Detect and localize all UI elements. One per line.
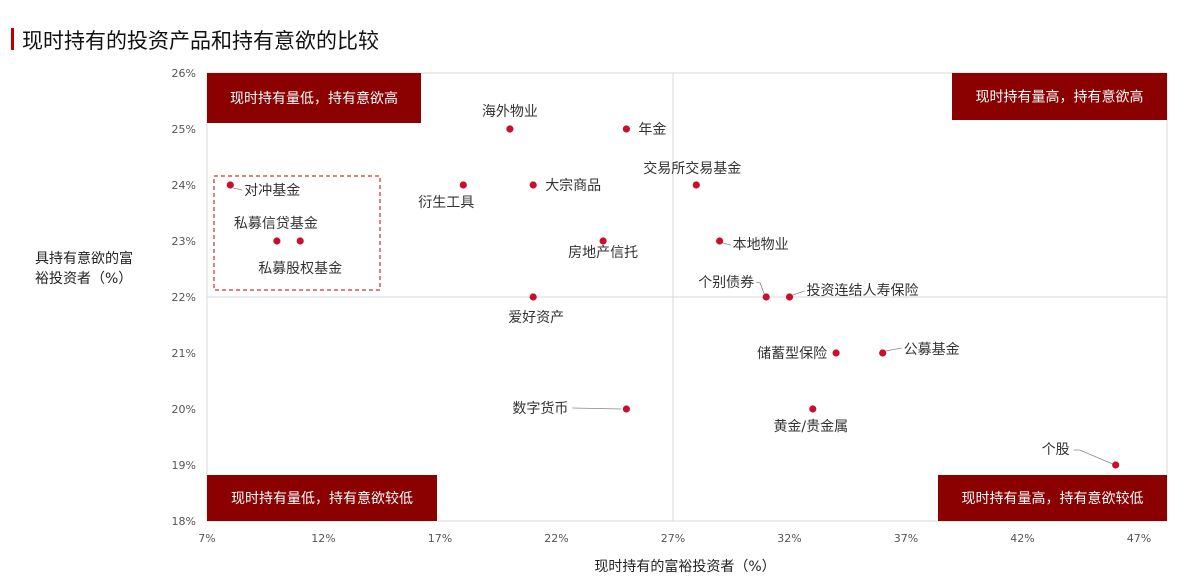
x-tick-label: 7% [198, 532, 215, 545]
data-label: 海外物业 [482, 104, 538, 120]
y-tick-label: 26% [172, 67, 196, 80]
quadrant-label-bottom-right: 现时持有量高，持有意欲较低 [962, 490, 1144, 507]
x-tick-label: 47% [1127, 532, 1151, 545]
quadrant-label-bottom-left: 现时持有量低，持有意欲较低 [231, 490, 413, 507]
y-tick-label: 22% [172, 291, 196, 304]
data-point [1112, 461, 1120, 469]
x-axis-title: 现时持有的富裕投资者（%） [594, 558, 775, 575]
leader-line [722, 242, 731, 246]
data-label: 爱好资产 [508, 310, 564, 326]
data-point [622, 405, 631, 413]
data-label: 数字货币 [512, 400, 568, 417]
quadrant-label-top-right: 现时持有量高，持有意欲高 [976, 89, 1144, 106]
data-label: 衍生工具 [418, 195, 474, 211]
y-axis-title: 裕投资者（%） [35, 271, 132, 287]
leader-line [572, 407, 622, 410]
data-point [599, 237, 607, 245]
x-tick-label: 12% [311, 532, 335, 545]
x-tick-label: 22% [544, 532, 568, 545]
x-tick-label: 17% [428, 532, 452, 545]
leader-line [1073, 449, 1113, 465]
data-point [459, 181, 467, 189]
data-label: 个别债券 [698, 275, 754, 291]
data-point [529, 293, 537, 301]
x-tick-label: 37% [894, 532, 918, 545]
data-label: 公募基金 [904, 341, 960, 358]
y-tick-label: 20% [172, 403, 196, 416]
data-point [226, 181, 234, 189]
x-tick-label: 27% [661, 532, 685, 545]
data-point [785, 293, 794, 301]
quadrant-label-bottom-left-box [207, 475, 437, 521]
quadrant-label-bottom-right-box [938, 475, 1167, 521]
leader-line [233, 187, 243, 191]
data-point [716, 237, 724, 245]
data-label: 年金 [638, 122, 666, 138]
leader-line [885, 347, 902, 352]
data-label: 交易所交易基金 [643, 160, 741, 177]
quadrant-label-top-left-box [207, 73, 421, 123]
data-point [832, 349, 840, 357]
quadrant-label-top-right-box [952, 73, 1167, 120]
data-point [762, 293, 770, 301]
data-label: 储蓄型保险 [757, 346, 827, 362]
data-point [622, 125, 631, 133]
data-label: 投资连结人寿保险 [807, 282, 919, 299]
data-point [529, 181, 537, 189]
data-point [692, 181, 700, 189]
data-point [809, 405, 817, 413]
y-axis-title: 具持有意欲的富 [35, 250, 133, 267]
data-label: 黄金/贵金属 [773, 418, 848, 435]
data-point [296, 237, 304, 245]
data-label: 私募信贷基金 [234, 215, 318, 232]
data-point [879, 349, 887, 357]
data-label: 个股 [1042, 442, 1070, 458]
y-tick-label: 21% [172, 347, 196, 360]
y-tick-label: 19% [172, 459, 196, 472]
data-label: 房地产信托 [568, 245, 638, 261]
data-label: 私募股权基金 [258, 260, 342, 277]
leader-line [756, 281, 765, 295]
y-tick-label: 25% [172, 123, 196, 136]
data-label: 对冲基金 [244, 182, 300, 199]
data-label: 本地物业 [733, 237, 789, 253]
data-point [506, 125, 514, 133]
y-tick-label: 18% [172, 515, 196, 528]
data-point [273, 237, 281, 245]
y-tick-label: 23% [172, 235, 196, 248]
quadrant-label-top-left: 现时持有量低，持有意欲高 [230, 90, 398, 107]
y-tick-label: 24% [172, 179, 196, 192]
x-tick-label: 32% [777, 532, 801, 545]
page-title: 现时持有的投资产品和持有意欲的比较 [22, 29, 379, 53]
x-tick-label: 42% [1010, 532, 1034, 545]
title-accent-bar [11, 28, 14, 50]
leader-line [792, 290, 805, 296]
data-label: 大宗商品 [545, 178, 601, 194]
